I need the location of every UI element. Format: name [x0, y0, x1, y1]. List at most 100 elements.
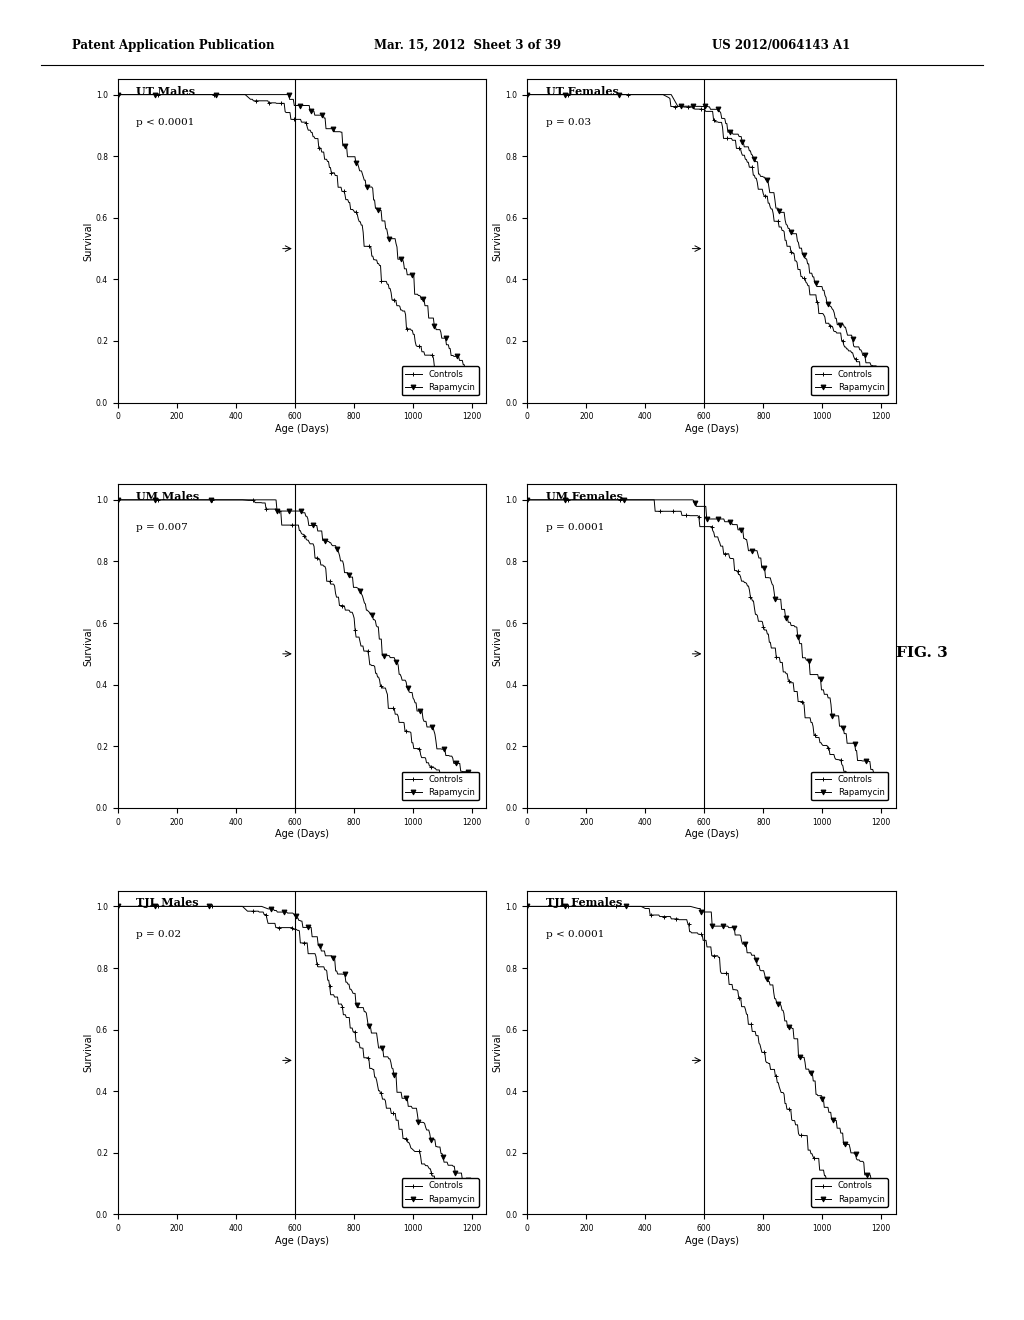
Controls — [716, 115, 728, 131]
Line: Rapamycin: Rapamycin — [525, 904, 884, 1188]
Text: Mar. 15, 2012  Sheet 3 of 39: Mar. 15, 2012 Sheet 3 of 39 — [374, 38, 561, 51]
Rapamycin — [408, 1101, 420, 1117]
Controls — [342, 1010, 354, 1026]
Controls — [751, 606, 763, 622]
Controls — [366, 657, 378, 673]
Rapamycin — [367, 1026, 379, 1041]
Rapamycin — [521, 492, 534, 508]
Controls — [876, 776, 888, 792]
Rapamycin — [112, 87, 124, 103]
Rapamycin — [876, 775, 888, 791]
Controls — [876, 1179, 888, 1195]
Rapamycin — [521, 899, 534, 915]
Controls — [854, 368, 866, 384]
Rapamycin — [808, 667, 820, 682]
Text: UM Males: UM Males — [136, 491, 200, 502]
Line: Rapamycin: Rapamycin — [116, 498, 474, 780]
Controls — [774, 655, 786, 671]
Text: UT Males: UT Males — [136, 86, 196, 96]
Rapamycin — [697, 499, 710, 515]
Rapamycin — [684, 98, 696, 114]
Rapamycin — [876, 1177, 888, 1193]
Controls — [334, 997, 346, 1012]
Controls — [295, 115, 307, 131]
Controls — [728, 982, 740, 998]
Text: p = 0.03: p = 0.03 — [546, 117, 591, 127]
Rapamycin — [717, 919, 729, 935]
Controls — [334, 598, 346, 614]
Line: Controls: Controls — [116, 904, 474, 1188]
Rapamycin — [851, 743, 863, 759]
Controls — [332, 589, 344, 605]
X-axis label: Age (Days): Age (Days) — [275, 424, 329, 434]
Controls — [742, 578, 755, 594]
Controls — [136, 87, 148, 103]
Controls — [450, 775, 462, 791]
Y-axis label: Survival: Survival — [83, 222, 93, 260]
Rapamycin — [439, 1154, 452, 1170]
Rapamycin — [876, 363, 888, 379]
Rapamycin — [699, 99, 712, 115]
Rapamycin — [399, 261, 412, 277]
Rapamycin — [822, 1105, 835, 1121]
Line: Rapamycin: Rapamycin — [116, 92, 474, 372]
Controls — [757, 186, 769, 202]
Rapamycin — [776, 205, 788, 220]
Text: p = 0.007: p = 0.007 — [136, 523, 188, 532]
Rapamycin — [112, 899, 124, 915]
Legend: Controls, Rapamycin: Controls, Rapamycin — [811, 772, 888, 800]
Controls — [293, 523, 305, 539]
Controls — [456, 370, 468, 385]
Y-axis label: Survival: Survival — [493, 1034, 503, 1072]
Controls — [521, 492, 534, 508]
Rapamycin — [466, 1176, 478, 1192]
Controls — [739, 574, 752, 590]
Controls — [343, 194, 355, 210]
Legend: Controls, Rapamycin: Controls, Rapamycin — [811, 1179, 888, 1206]
Legend: Controls, Rapamycin: Controls, Rapamycin — [401, 772, 478, 800]
X-axis label: Age (Days): Age (Days) — [275, 1236, 329, 1246]
Rapamycin — [464, 1176, 476, 1192]
Controls — [876, 368, 888, 384]
Controls — [521, 899, 534, 915]
Controls — [112, 87, 124, 103]
Line: Rapamycin: Rapamycin — [525, 92, 884, 374]
Controls — [336, 183, 348, 199]
Line: Controls: Controls — [525, 92, 884, 379]
Controls — [293, 923, 305, 939]
Controls — [112, 899, 124, 915]
Line: Controls: Controls — [525, 904, 884, 1189]
Text: p = 0.0001: p = 0.0001 — [546, 523, 604, 532]
Rapamycin — [290, 908, 302, 924]
Line: Rapamycin: Rapamycin — [525, 498, 884, 784]
Controls — [788, 253, 801, 269]
Text: TJL Males: TJL Males — [136, 898, 199, 908]
Controls — [367, 248, 379, 264]
Text: FIG. 3: FIG. 3 — [896, 647, 948, 660]
Line: Controls: Controls — [116, 498, 474, 785]
Rapamycin — [295, 503, 307, 519]
Rapamycin — [466, 362, 478, 378]
Line: Rapamycin: Rapamycin — [116, 904, 474, 1187]
Rapamycin — [849, 339, 861, 355]
Controls — [521, 87, 534, 103]
Rapamycin — [409, 694, 421, 710]
Controls — [731, 982, 743, 998]
Legend: Controls, Rapamycin: Controls, Rapamycin — [401, 1179, 478, 1206]
Rapamycin — [274, 904, 287, 920]
Rapamycin — [280, 503, 292, 519]
Rapamycin — [851, 1152, 863, 1168]
Rapamycin — [305, 103, 317, 119]
Text: UM Females: UM Females — [546, 491, 623, 502]
Rapamycin — [459, 362, 471, 378]
Text: TJL Females: TJL Females — [546, 898, 623, 908]
Controls — [754, 181, 766, 197]
Line: Controls: Controls — [525, 498, 884, 787]
Controls — [366, 1060, 378, 1076]
Controls — [546, 899, 558, 915]
Text: p < 0.0001: p < 0.0001 — [136, 117, 195, 127]
Rapamycin — [393, 1084, 406, 1100]
X-axis label: Age (Days): Age (Days) — [685, 1236, 738, 1246]
Rapamycin — [803, 256, 815, 272]
Controls — [738, 999, 751, 1015]
